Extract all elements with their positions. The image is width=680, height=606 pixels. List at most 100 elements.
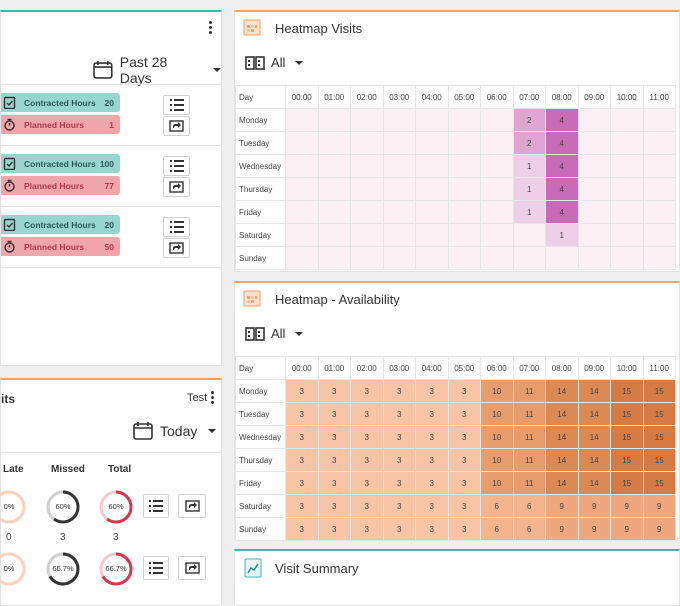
heatmap-cell[interactable] (382, 223, 416, 247)
heatmap-cell[interactable] (642, 177, 676, 201)
heatmap-cell[interactable]: 14 (577, 402, 611, 426)
heatmap-cell[interactable] (610, 131, 644, 155)
heatmap-cell[interactable]: 3 (415, 517, 449, 541)
heatmap-cell[interactable] (577, 246, 611, 270)
heatmap-cell[interactable] (415, 131, 449, 155)
heatmap-cell[interactable]: 3 (415, 448, 449, 472)
heatmap-cell[interactable] (447, 200, 481, 224)
heatmap-cell[interactable]: 3 (317, 517, 351, 541)
heatmap-cell[interactable]: 3 (350, 425, 384, 449)
heatmap-cell[interactable] (447, 223, 481, 247)
heatmap-cell[interactable] (480, 200, 514, 224)
heatmap-cell[interactable]: 6 (512, 494, 546, 518)
heatmap-cell[interactable] (350, 246, 384, 270)
heatmap-cell[interactable]: 3 (350, 517, 384, 541)
heatmap-cell[interactable]: 11 (512, 448, 546, 472)
list-button[interactable] (143, 494, 169, 518)
heatmap-cell[interactable] (610, 223, 644, 247)
heatmap-cell[interactable] (642, 223, 676, 247)
heatmap-cell[interactable] (610, 177, 644, 201)
heatmap-cell[interactable] (285, 154, 319, 178)
heatmap-cell[interactable]: 14 (545, 402, 579, 426)
heatmap-cell[interactable]: 14 (577, 448, 611, 472)
heatmap-cell[interactable] (480, 246, 514, 270)
heatmap-cell[interactable]: 14 (545, 471, 579, 495)
period-selector[interactable]: Past 28 Days (93, 54, 221, 86)
heatmap-cell[interactable] (317, 108, 351, 132)
heatmap-cell[interactable]: 3 (317, 448, 351, 472)
heatmap-cell[interactable]: 9 (577, 494, 611, 518)
heatmap-cell[interactable]: 3 (382, 471, 416, 495)
heatmap-cell[interactable]: 3 (350, 494, 384, 518)
heatmap-cell[interactable]: 1 (512, 154, 546, 178)
heatmap-cell[interactable]: 14 (577, 425, 611, 449)
heatmap-cell[interactable] (447, 108, 481, 132)
heatmap-cell[interactable]: 2 (512, 108, 546, 132)
heatmap-cell[interactable]: 3 (382, 425, 416, 449)
list-button[interactable] (163, 95, 190, 115)
heatmap-cell[interactable]: 15 (642, 448, 676, 472)
heatmap-cell[interactable]: 9 (610, 517, 644, 541)
heatmap-cell[interactable] (317, 246, 351, 270)
heatmap-cell[interactable] (317, 177, 351, 201)
heatmap-cell[interactable]: 3 (415, 379, 449, 403)
heatmap-cell[interactable]: 4 (545, 131, 579, 155)
heatmap-cell[interactable]: 3 (285, 517, 319, 541)
heatmap-cell[interactable] (415, 223, 449, 247)
heatmap-cell[interactable] (480, 108, 514, 132)
heatmap-cell[interactable]: 4 (545, 177, 579, 201)
heatmap-cell[interactable]: 11 (512, 379, 546, 403)
heatmap-cell[interactable]: 3 (317, 471, 351, 495)
heatmap-cell[interactable] (350, 131, 384, 155)
heatmap-cell[interactable]: 3 (447, 494, 481, 518)
heatmap-cell[interactable]: 3 (317, 379, 351, 403)
heatmap-cell[interactable]: 4 (545, 108, 579, 132)
heatmap-cell[interactable]: 15 (642, 471, 676, 495)
heatmap-cell[interactable] (545, 246, 579, 270)
heatmap-cell[interactable]: 15 (642, 402, 676, 426)
heatmap-cell[interactable] (382, 154, 416, 178)
heatmap-cell[interactable] (382, 177, 416, 201)
heatmap-cell[interactable]: 3 (382, 517, 416, 541)
heatmap-cell[interactable] (480, 154, 514, 178)
heatmap-cell[interactable] (350, 177, 384, 201)
heatmap-cell[interactable] (285, 223, 319, 247)
heatmap-cell[interactable]: 9 (642, 517, 676, 541)
heatmap-cell[interactable] (480, 177, 514, 201)
heatmap-cell[interactable] (512, 246, 546, 270)
heatmap-cell[interactable]: 9 (642, 494, 676, 518)
heatmap-cell[interactable] (317, 131, 351, 155)
export-button[interactable] (163, 177, 190, 197)
list-button[interactable] (143, 556, 169, 580)
heatmap-cell[interactable]: 10 (480, 379, 514, 403)
heatmap-cell[interactable] (285, 131, 319, 155)
heatmap-cell[interactable] (350, 223, 384, 247)
heatmap-cell[interactable]: 3 (382, 448, 416, 472)
heatmap-cell[interactable] (447, 154, 481, 178)
heatmap-cell[interactable] (415, 246, 449, 270)
heatmap-cell[interactable] (285, 200, 319, 224)
heatmap-cell[interactable]: 6 (480, 494, 514, 518)
heatmap-cell[interactable] (642, 131, 676, 155)
more-options-icon[interactable] (209, 21, 213, 34)
menu-label[interactable]: Test (187, 392, 208, 404)
heatmap-cell[interactable]: 3 (382, 402, 416, 426)
heatmap-cell[interactable]: 1 (545, 223, 579, 247)
heatmap-cell[interactable]: 2 (512, 131, 546, 155)
heatmap-cell[interactable]: 14 (577, 379, 611, 403)
heatmap-cell[interactable]: 15 (610, 425, 644, 449)
heatmap-cell[interactable]: 3 (447, 448, 481, 472)
heatmap-cell[interactable]: 3 (415, 494, 449, 518)
heatmap-cell[interactable]: 9 (545, 517, 579, 541)
heatmap-cell[interactable] (480, 131, 514, 155)
heatmap-cell[interactable] (415, 108, 449, 132)
heatmap-cell[interactable]: 14 (577, 471, 611, 495)
heatmap-cell[interactable] (382, 108, 416, 132)
heatmap-cell[interactable]: 3 (382, 494, 416, 518)
heatmap-cell[interactable] (610, 200, 644, 224)
heatmap-cell[interactable]: 6 (480, 517, 514, 541)
heatmap-cell[interactable] (577, 154, 611, 178)
heatmap-cell[interactable] (577, 223, 611, 247)
heatmap-cell[interactable] (642, 154, 676, 178)
heatmap-cell[interactable] (415, 177, 449, 201)
